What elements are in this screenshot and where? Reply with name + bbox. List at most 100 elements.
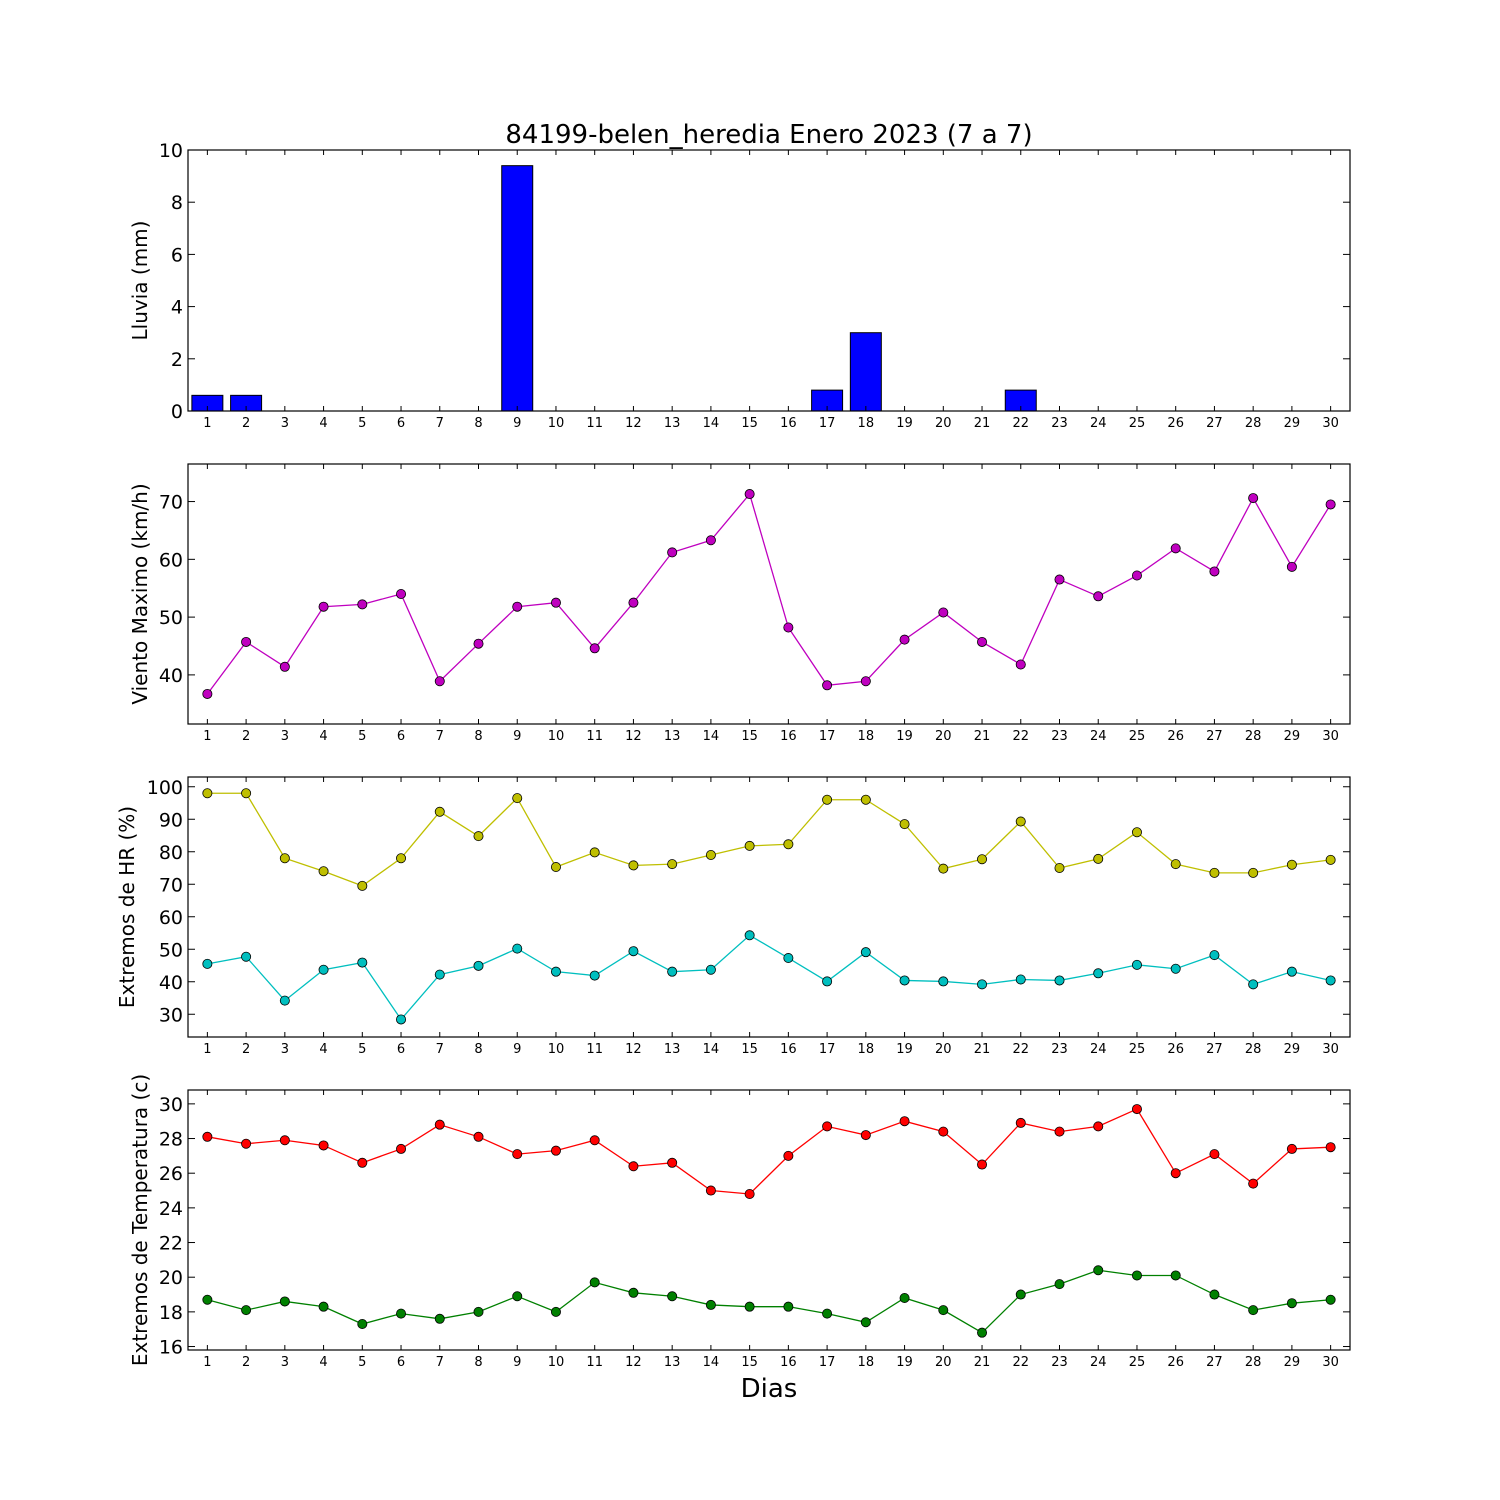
x-tick-label-24: 24	[1090, 729, 1107, 744]
point-s1-day-25	[1131, 827, 1142, 838]
point-s1-day-5	[357, 880, 368, 891]
point-s2-day-22	[1015, 1289, 1026, 1300]
point-s2-day-25	[1131, 1270, 1142, 1281]
x-tick-label-10: 10	[548, 1355, 565, 1370]
x-tick-label-12: 12	[625, 1042, 642, 1057]
point-s1-day-7	[434, 676, 445, 687]
x-tick-label-12: 12	[625, 416, 642, 431]
point-s2-day-2	[241, 1305, 252, 1316]
y-tick-label-10: 10	[159, 140, 183, 162]
point-s1-day-21	[977, 854, 988, 865]
x-tick-label-23: 23	[1051, 729, 1068, 744]
x-tick-label-16: 16	[780, 729, 797, 744]
x-tick-label-16: 16	[780, 1042, 797, 1057]
point-s1-day-18	[860, 794, 871, 805]
point-s2-day-14	[705, 964, 716, 975]
x-tick-label-7: 7	[436, 729, 444, 744]
x-tick-label-15: 15	[741, 1042, 758, 1057]
point-s1-day-16	[783, 622, 794, 633]
x-tick-label-3: 3	[281, 1042, 289, 1057]
point-s2-day-7	[434, 969, 445, 980]
point-s2-day-18	[860, 947, 871, 958]
x-tick-label-13: 13	[664, 1355, 681, 1370]
x-tick-label-28: 28	[1245, 1355, 1262, 1370]
y-tick-label-50: 50	[159, 939, 183, 961]
point-s1-day-1	[202, 788, 213, 799]
y-tick-label-60: 60	[159, 549, 183, 571]
x-tick-label-11: 11	[586, 416, 603, 431]
y-tick-label-30: 30	[159, 1094, 183, 1116]
y-tick-label-90: 90	[159, 809, 183, 831]
x-tick-label-4: 4	[319, 1355, 327, 1370]
point-s1-day-2	[241, 636, 252, 647]
point-s2-day-17	[822, 976, 833, 987]
point-s2-day-20	[938, 976, 949, 987]
x-tick-label-8: 8	[474, 1042, 482, 1057]
point-s1-day-1	[202, 1131, 213, 1142]
point-s2-day-24	[1093, 968, 1104, 979]
y-axis-label: Extremos de Temperatura (c)	[128, 1074, 152, 1366]
point-s1-day-13	[667, 1157, 678, 1168]
point-s1-day-24	[1093, 853, 1104, 864]
point-s2-day-17	[822, 1308, 833, 1319]
x-tick-label-20: 20	[935, 1355, 952, 1370]
x-tick-label-5: 5	[358, 1042, 366, 1057]
point-s1-day-2	[241, 1138, 252, 1149]
y-axis-label: Lluvia (mm)	[128, 221, 152, 341]
point-s2-day-19	[899, 975, 910, 986]
y-tick-label-40: 40	[159, 665, 183, 687]
x-tick-label-28: 28	[1245, 729, 1262, 744]
x-axis-label: Dias	[741, 1374, 798, 1404]
x-tick-label-5: 5	[358, 729, 366, 744]
x-tick-label-17: 17	[819, 729, 836, 744]
axes-frame	[187, 149, 1351, 412]
x-tick-label-8: 8	[474, 1355, 482, 1370]
x-tick-label-2: 2	[242, 1042, 250, 1057]
point-s2-day-20	[938, 1305, 949, 1316]
x-tick-label-6: 6	[397, 1042, 405, 1057]
point-s1-day-19	[899, 634, 910, 645]
point-s2-day-1	[202, 958, 213, 969]
y-tick-label-18: 18	[159, 1302, 183, 1324]
x-tick-label-27: 27	[1206, 729, 1223, 744]
x-tick-label-10: 10	[548, 1042, 565, 1057]
x-tick-label-20: 20	[935, 416, 952, 431]
point-s1-day-11	[589, 643, 600, 654]
point-s1-day-23	[1054, 1126, 1065, 1137]
point-s1-day-11	[589, 1135, 600, 1146]
point-s1-day-17	[822, 680, 833, 691]
point-s1-day-19	[899, 1116, 910, 1127]
point-s1-day-28	[1248, 493, 1259, 504]
y-tick-label-50: 50	[159, 607, 183, 629]
y-tick-label-22: 22	[159, 1233, 183, 1255]
x-tick-label-19: 19	[896, 1042, 913, 1057]
point-s2-day-23	[1054, 1279, 1065, 1290]
x-tick-label-2: 2	[242, 1355, 250, 1370]
point-s2-day-12	[628, 946, 639, 957]
x-tick-label-15: 15	[741, 1355, 758, 1370]
point-s1-day-4	[318, 1140, 329, 1151]
x-tick-label-30: 30	[1322, 1042, 1339, 1057]
point-s1-day-16	[783, 839, 794, 850]
point-s1-day-12	[628, 1161, 639, 1172]
panel-1: 1 2 3 4 5 6 7 8 9 10 11 12 13 14 15 16 17 18 19 20 21 22 23 24 2…	[128, 140, 1351, 431]
y-tick-label-80: 80	[159, 842, 183, 864]
figure-title: 84199-belen_heredia Enero 2023 (7 a 7)	[505, 120, 1032, 150]
x-tick-label-10: 10	[548, 416, 565, 431]
y-axis-label: Viento Maximo (km/h)	[128, 483, 152, 704]
x-tick-label-29: 29	[1284, 1355, 1301, 1370]
x-tick-label-14: 14	[703, 416, 720, 431]
point-s2-day-25	[1131, 959, 1142, 970]
panel-2: 1 2 3 4 5 6 7 8 9 10 11 12 13 14 15 16 17 18 19 20 21 22 23 24 2…	[128, 463, 1351, 744]
x-tick-label-2: 2	[242, 416, 250, 431]
point-s2-day-4	[318, 1301, 329, 1312]
point-s2-day-11	[589, 1277, 600, 1288]
x-tick-label-25: 25	[1129, 729, 1146, 744]
x-tick-label-7: 7	[436, 416, 444, 431]
x-tick-label-25: 25	[1129, 1355, 1146, 1370]
x-tick-label-1: 1	[203, 1355, 211, 1370]
point-s2-day-29	[1286, 966, 1297, 977]
point-s2-day-27	[1209, 950, 1220, 961]
x-tick-label-16: 16	[780, 416, 797, 431]
x-tick-label-22: 22	[1012, 1355, 1029, 1370]
